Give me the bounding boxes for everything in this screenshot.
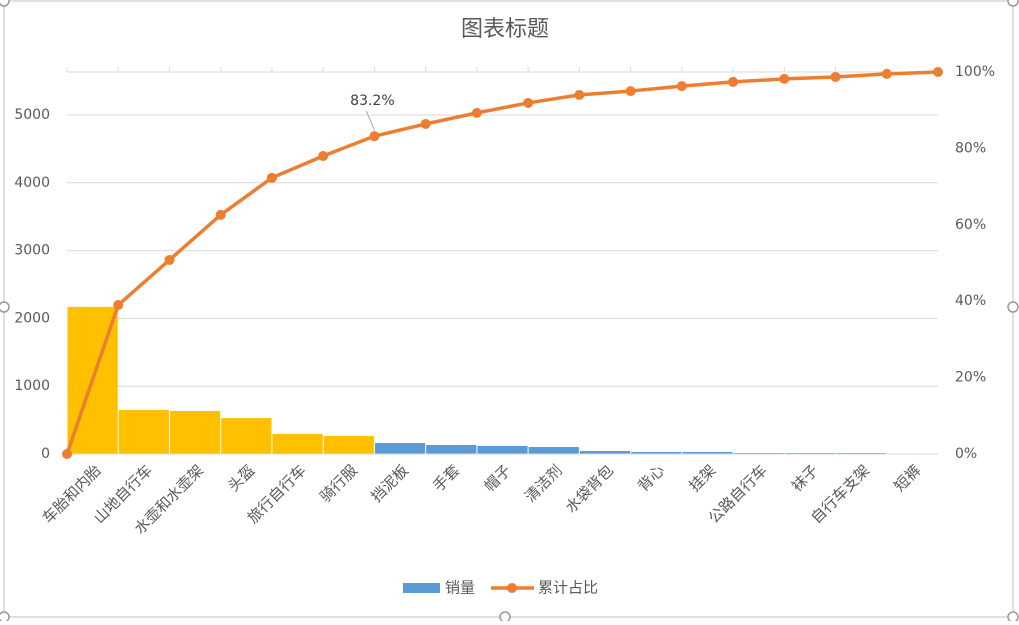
line-point: [574, 90, 584, 100]
line-point: [626, 86, 636, 96]
legend-label: 销量: [445, 579, 475, 597]
bar: [477, 446, 527, 454]
y-tick-label: 0: [41, 446, 50, 462]
y-tick-label: 1000: [14, 378, 50, 394]
line-point: [164, 255, 174, 265]
bar: [170, 411, 220, 454]
line-point: [933, 67, 943, 77]
line-point: [421, 119, 431, 129]
y-tick-label: 2000: [14, 310, 50, 326]
chart-title: 图表标题: [461, 17, 549, 42]
y2-tick-label: 80%: [955, 140, 986, 156]
y-tick-label: 3000: [14, 243, 50, 259]
line-point: [472, 108, 482, 118]
legend-swatch: [403, 583, 440, 593]
y2-tick-label: 40%: [955, 293, 986, 309]
bar: [272, 434, 322, 454]
y-tick-label: 4000: [14, 175, 50, 191]
line-point: [216, 210, 226, 220]
line-point: [62, 449, 72, 459]
bar: [324, 436, 374, 454]
line-point: [831, 72, 841, 82]
line-point: [369, 131, 379, 141]
line-point: [677, 81, 687, 91]
bar: [426, 445, 476, 454]
legend-swatch-marker: [507, 583, 517, 593]
y2-tick-label: 100%: [955, 64, 995, 80]
line-point: [267, 173, 277, 183]
line-point: [728, 77, 738, 87]
line-point: [779, 74, 789, 84]
line-point: [523, 98, 533, 108]
bar: [375, 443, 425, 454]
bar: [529, 447, 579, 454]
line-point: [113, 300, 123, 310]
y-tick-label: 5000: [14, 107, 50, 123]
bar: [221, 418, 271, 454]
y2-tick-label: 0%: [955, 446, 977, 462]
bar: [119, 410, 169, 454]
legend-label: 累计占比: [538, 579, 598, 597]
y2-tick-label: 20%: [955, 370, 986, 386]
line-point: [318, 151, 328, 161]
line-point: [882, 69, 892, 79]
y2-tick-label: 60%: [955, 217, 986, 233]
data-label: 83.2%: [350, 93, 394, 109]
